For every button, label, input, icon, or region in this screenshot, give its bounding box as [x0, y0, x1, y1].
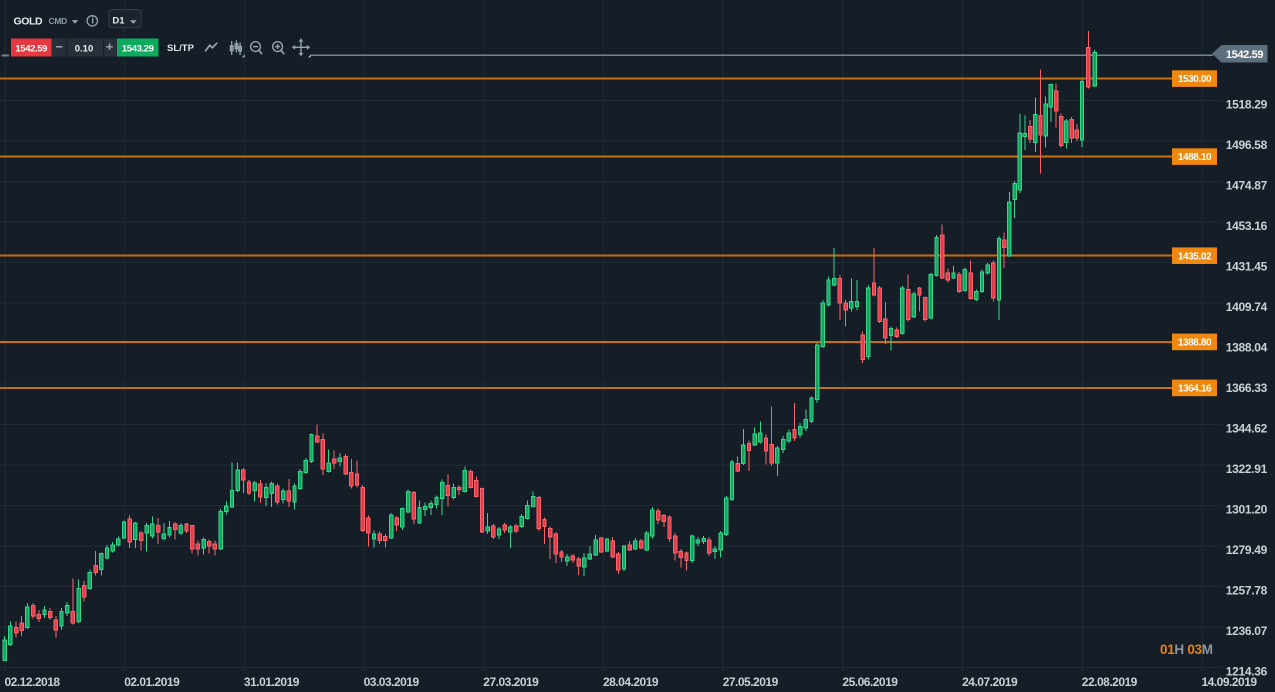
svg-text:22.08.2019: 22.08.2019	[1082, 675, 1138, 689]
svg-text:1542.59: 1542.59	[15, 43, 47, 54]
svg-text:1366.33: 1366.33	[1226, 381, 1268, 395]
svg-text:1214.36: 1214.36	[1226, 665, 1268, 679]
svg-text:CMD: CMD	[49, 16, 68, 26]
svg-text:27.03.2019: 27.03.2019	[483, 675, 539, 689]
svg-text:1435.02: 1435.02	[1178, 251, 1212, 262]
svg-text:1279.49: 1279.49	[1226, 543, 1268, 557]
svg-text:14.09.2019: 14.09.2019	[1202, 675, 1258, 689]
svg-text:1543.29: 1543.29	[122, 43, 154, 54]
svg-text:25.06.2019: 25.06.2019	[842, 675, 898, 689]
svg-text:1344.62: 1344.62	[1226, 422, 1268, 436]
svg-text:02.01.2019: 02.01.2019	[124, 675, 180, 689]
svg-text:31.01.2019: 31.01.2019	[244, 675, 300, 689]
svg-text:03.03.2019: 03.03.2019	[364, 675, 420, 689]
svg-text:24.07.2019: 24.07.2019	[962, 675, 1018, 689]
svg-text:1388.04: 1388.04	[1226, 341, 1268, 355]
svg-text:1542.59: 1542.59	[1226, 49, 1264, 61]
svg-text:1530.00: 1530.00	[1178, 74, 1212, 85]
svg-text:1431.45: 1431.45	[1226, 260, 1268, 274]
svg-text:1236.07: 1236.07	[1226, 624, 1268, 638]
svg-text:1257.78: 1257.78	[1226, 584, 1268, 598]
svg-text:1474.87: 1474.87	[1226, 179, 1268, 193]
svg-text:28.04.2019: 28.04.2019	[603, 675, 659, 689]
svg-text:27.05.2019: 27.05.2019	[723, 675, 779, 689]
svg-text:D1: D1	[112, 16, 125, 27]
svg-text:1488.10: 1488.10	[1178, 152, 1212, 163]
svg-text:02.12.2018: 02.12.2018	[5, 675, 61, 689]
svg-text:0.10: 0.10	[75, 43, 94, 54]
svg-text:1301.20: 1301.20	[1226, 503, 1268, 517]
svg-text:GOLD: GOLD	[14, 16, 44, 28]
svg-text:1518.29: 1518.29	[1226, 98, 1268, 112]
svg-text:1409.74: 1409.74	[1226, 300, 1268, 314]
svg-text:1364.16: 1364.16	[1178, 384, 1212, 395]
svg-text:SL/TP: SL/TP	[167, 43, 195, 54]
svg-text:01H 03M: 01H 03M	[1160, 642, 1213, 657]
svg-text:1453.16: 1453.16	[1226, 219, 1268, 233]
svg-text:1388.80: 1388.80	[1178, 338, 1212, 349]
svg-text:1496.58: 1496.58	[1226, 138, 1268, 152]
svg-text:1322.91: 1322.91	[1226, 462, 1268, 476]
